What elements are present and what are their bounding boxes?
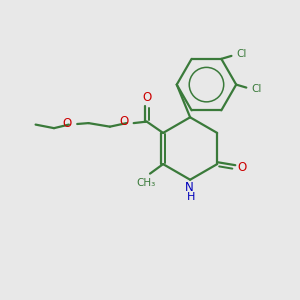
Text: O: O <box>237 160 247 174</box>
Text: Cl: Cl <box>252 84 262 94</box>
Text: O: O <box>120 116 129 128</box>
Text: Cl: Cl <box>237 50 247 59</box>
Text: O: O <box>142 91 152 104</box>
Text: N: N <box>185 181 194 194</box>
Text: H: H <box>187 192 195 202</box>
Text: CH₃: CH₃ <box>136 178 156 188</box>
Text: O: O <box>62 117 71 130</box>
